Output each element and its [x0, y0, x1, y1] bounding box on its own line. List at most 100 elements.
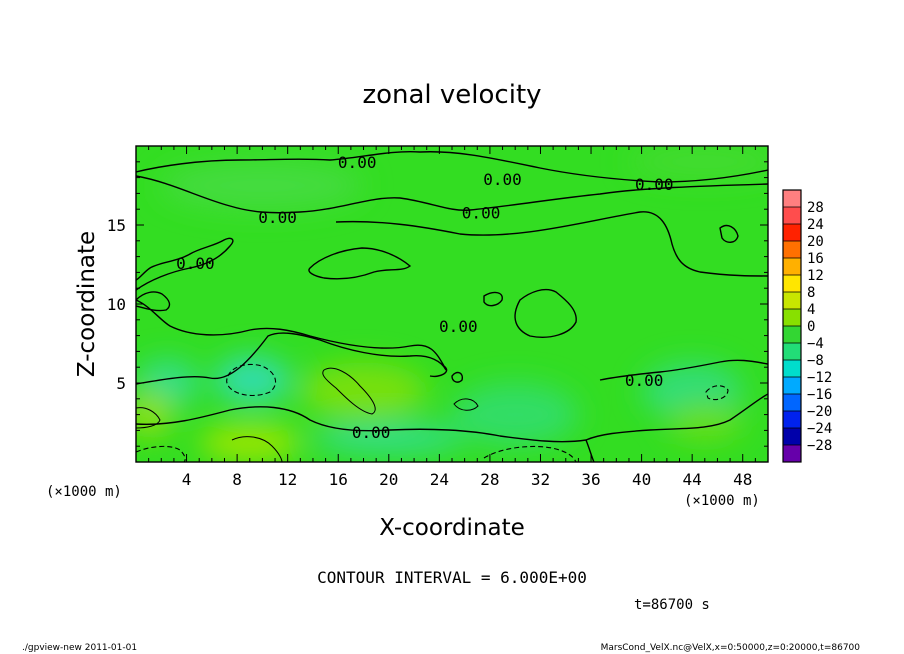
contour-line	[136, 150, 768, 183]
colorbar-label: 16	[807, 251, 824, 267]
colorbar-swatch	[783, 309, 801, 327]
contour-label: 0.00	[635, 175, 674, 194]
contour-line	[136, 332, 447, 385]
x-tick-label: 12	[278, 470, 297, 489]
contour-label: 0.00	[338, 153, 377, 172]
contour-label: 0.00	[462, 203, 501, 222]
colorbar-swatch	[783, 190, 801, 208]
contour-line	[136, 237, 234, 291]
colorbar-label: −8	[807, 353, 824, 369]
contour-line-positive	[322, 367, 376, 415]
field-region	[666, 403, 743, 442]
field-region	[199, 424, 301, 462]
colorbar-swatch	[783, 326, 801, 344]
y-axis-unit: (×1000 m)	[684, 493, 760, 509]
positive-contours	[136, 367, 479, 462]
colorbar-label: −20	[807, 404, 832, 420]
colorbar-swatch	[783, 445, 801, 463]
field-region	[136, 390, 174, 439]
colorbar-swatch	[783, 258, 801, 276]
x-axis-unit: (×1000 m)	[46, 484, 122, 500]
colorbar-label: −28	[807, 438, 832, 454]
colorbar-label: 24	[807, 217, 824, 233]
contour-label: 0.00	[176, 254, 215, 273]
y-tick-label: 15	[107, 216, 126, 235]
contour-lines	[136, 150, 768, 462]
contour-label: 0.00	[258, 208, 297, 227]
contour-line	[719, 224, 739, 243]
x-tick-label: 36	[581, 470, 600, 489]
chart-title: zonal velocity	[362, 80, 541, 110]
colorbar-swatch	[783, 360, 801, 378]
colorbar-swatch	[783, 377, 801, 395]
x-tick-label: 20	[379, 470, 398, 489]
x-tick-label: 4	[182, 470, 192, 489]
negative-contours	[136, 363, 729, 462]
contour-labels: 0.00 0.00 0.00 0.00 0.00 0.00 0.00 0.00 0.00	[176, 153, 673, 442]
contour-line-positive	[453, 398, 479, 411]
contour-label: 0.00	[483, 170, 522, 189]
colorbar-label: 12	[807, 268, 824, 284]
field-region	[161, 161, 364, 210]
colorbar-swatch	[783, 411, 801, 429]
footer-left: ./gpview-new 2011-01-01	[22, 643, 137, 653]
x-tick-label: 28	[480, 470, 499, 489]
contour-label: 0.00	[439, 317, 478, 336]
contour-interval-label: CONTOUR INTERVAL = 6.000E+00	[317, 568, 587, 587]
contour-line	[308, 247, 412, 280]
contour-line-positive	[136, 407, 161, 429]
field-region	[452, 383, 579, 447]
contour-line-negative	[705, 385, 729, 401]
colorbar-swatch	[783, 224, 801, 242]
colorbar-label: 4	[807, 302, 815, 318]
x-tick-label: 48	[733, 470, 752, 489]
contour-label: 0.00	[352, 423, 391, 442]
colorbar-label: 20	[807, 234, 824, 250]
contour-line-negative	[483, 445, 577, 462]
footer-right: MarsCond_VelX.nc@VelX,x=0:50000,z=0:2000…	[601, 643, 861, 653]
colorbar-swatch	[783, 241, 801, 259]
contour-line	[136, 175, 768, 214]
colorbar-label: 8	[807, 285, 815, 301]
contour-label: 0.00	[625, 371, 664, 390]
x-axis-label: X-coordinate	[379, 515, 525, 541]
colorbar-label: 0	[807, 319, 815, 335]
x-axis-ticks: 4 8 12 16 20 24 28 32 36 40 44 48	[135, 146, 769, 489]
y-axis-ticks: 5 10 15	[107, 145, 768, 463]
contour-line	[451, 371, 464, 383]
colorbar-label: −12	[807, 370, 832, 386]
contour-line-negative	[226, 363, 277, 397]
colorbar-label: −16	[807, 387, 832, 403]
colorbar-swatch	[783, 343, 801, 361]
contour-line-positive	[231, 436, 283, 462]
time-label: t=86700 s	[634, 597, 710, 613]
field-region	[628, 146, 768, 178]
x-tick-label: 16	[329, 470, 348, 489]
contour-line	[136, 291, 171, 312]
contour-line	[335, 211, 768, 277]
colorbar-swatch	[783, 428, 801, 446]
x-tick-label: 32	[531, 470, 550, 489]
contour-line	[483, 291, 503, 307]
contour-line	[585, 439, 595, 462]
x-tick-label: 8	[232, 470, 242, 489]
y-tick-label: 5	[116, 374, 126, 393]
x-tick-label: 40	[632, 470, 651, 489]
contour-line-negative	[136, 445, 186, 462]
x-tick-label: 44	[683, 470, 702, 489]
contour-line	[599, 359, 768, 381]
y-axis-label: Z-coordinate	[74, 231, 100, 377]
colorbar-swatch	[783, 292, 801, 310]
colorbar-label: −24	[807, 421, 832, 437]
x-tick-label: 24	[430, 470, 449, 489]
colorbar-swatch	[783, 275, 801, 293]
contour-line	[136, 393, 768, 443]
y-tick-label: 10	[107, 295, 126, 314]
colorbar-swatch	[783, 394, 801, 412]
field-region	[300, 362, 427, 420]
field-region	[214, 356, 291, 404]
colorbar-label: −4	[807, 336, 824, 352]
